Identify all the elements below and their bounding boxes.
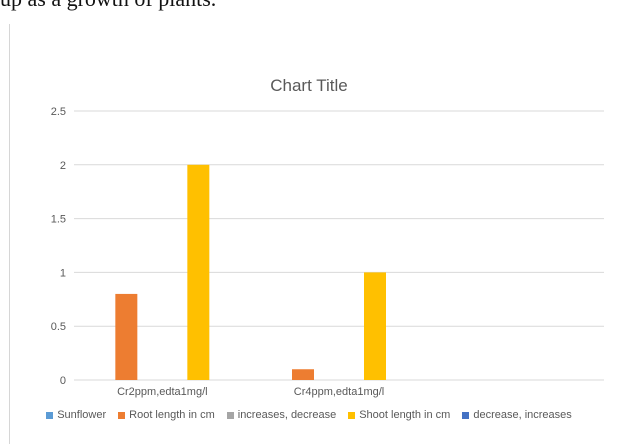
bar bbox=[364, 272, 386, 380]
y-tick-label: 1 bbox=[60, 267, 66, 279]
legend-item: increases, decrease bbox=[226, 409, 337, 421]
legend-label: Shoot length in cm bbox=[359, 409, 451, 421]
gridlines bbox=[74, 110, 604, 381]
legend: Sunflower Root length in cm increases, dec… bbox=[0, 409, 618, 421]
left-border-line bbox=[9, 24, 10, 444]
bars bbox=[115, 164, 386, 380]
y-tick-label: 1.5 bbox=[51, 214, 66, 226]
legend-label: decrease, increases bbox=[473, 409, 572, 421]
top-cropped-text: up as a growth of plants. bbox=[0, 0, 618, 12]
y-tick-label: 2 bbox=[60, 160, 66, 172]
x-tick-label: Cr4ppm,edta1mg/l bbox=[294, 386, 385, 398]
bar bbox=[187, 164, 210, 380]
legend-swatch bbox=[46, 411, 54, 419]
x-tick-label: Cr2ppm,edta1mg/l bbox=[117, 386, 208, 398]
x-axis-tick-labels: Cr2ppm,edta1mg/l Cr4ppm,edta1mg/l bbox=[117, 386, 384, 398]
legend-item: Shoot length in cm bbox=[348, 409, 450, 421]
y-axis-tick-labels: 0 0.5 1 1.5 2 2.5 bbox=[51, 106, 66, 387]
legend-swatch bbox=[118, 411, 126, 419]
legend-swatch bbox=[226, 411, 234, 419]
legend-label: increases, decrease bbox=[237, 409, 337, 421]
y-tick-label: 2.5 bbox=[51, 106, 66, 118]
legend-item: Root length in cm bbox=[118, 409, 215, 421]
legend-label: Root length in cm bbox=[129, 409, 215, 421]
legend-item: decrease, increases bbox=[462, 409, 572, 421]
legend-swatch bbox=[348, 411, 356, 419]
chart-title: Chart Title bbox=[270, 76, 348, 95]
bar bbox=[115, 293, 138, 380]
legend-item: Sunflower bbox=[46, 409, 106, 421]
legend-swatch bbox=[462, 411, 470, 419]
legend-label: Sunflower bbox=[57, 409, 107, 421]
bar bbox=[292, 369, 314, 380]
y-tick-label: 0.5 bbox=[51, 321, 66, 333]
y-tick-label: 0 bbox=[60, 375, 66, 387]
